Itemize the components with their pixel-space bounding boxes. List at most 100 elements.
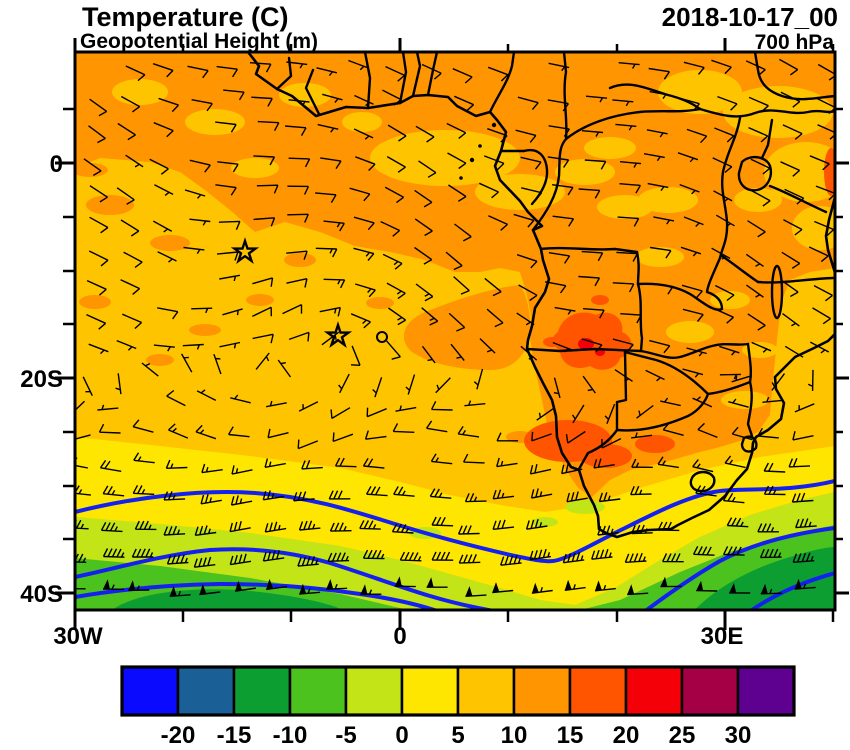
wind-barb — [682, 308, 704, 322]
wind-barb — [771, 373, 786, 391]
wind-barb — [75, 519, 89, 530]
wind-barb — [583, 308, 605, 319]
wind-barb — [88, 250, 109, 267]
wind-barb-flag — [128, 580, 136, 591]
wind-barb — [712, 157, 733, 174]
wind-barb-flag — [169, 586, 177, 597]
wind-barb — [429, 488, 452, 499]
wind-barb — [191, 99, 213, 112]
wind-barb — [200, 494, 222, 505]
wind-barb — [631, 432, 653, 439]
wind-barb — [163, 525, 186, 536]
wind-barb — [405, 374, 416, 395]
wind-barb — [348, 59, 369, 71]
wind-barb — [680, 246, 702, 257]
wind-barb — [591, 548, 613, 560]
wind-barb — [230, 394, 251, 404]
gold-fleck — [636, 247, 684, 267]
wind-barb — [660, 397, 681, 407]
wind-barb — [380, 220, 401, 237]
wind-barb — [297, 556, 319, 567]
wind-barb — [153, 344, 175, 352]
wind-barb — [350, 345, 361, 366]
wind-barb — [454, 223, 472, 242]
wind-barb — [581, 250, 604, 262]
geography-layer — [246, 52, 835, 539]
wind-barb — [614, 369, 633, 382]
wind-barb — [552, 184, 574, 196]
wind-barb — [544, 281, 567, 294]
wind-barb — [366, 407, 387, 418]
gold-fleck — [710, 291, 750, 309]
wind-barb — [288, 331, 310, 342]
wind-barb — [141, 362, 159, 377]
wind-barb — [513, 213, 535, 228]
wind-barb — [319, 306, 341, 317]
wind-barb — [462, 453, 485, 464]
wind-barb — [98, 423, 121, 434]
wind-barb — [253, 217, 276, 227]
wind-barb — [332, 432, 354, 443]
wind-barb — [131, 548, 154, 558]
station-markers — [230, 237, 388, 349]
wind-barb — [191, 307, 213, 314]
wind-barb — [464, 493, 487, 503]
wind-barb — [75, 434, 91, 440]
wind-barb — [780, 161, 801, 177]
wind-barb — [780, 91, 801, 108]
wind-barb — [808, 246, 829, 263]
wind-barb — [384, 186, 405, 204]
orange-fleck — [366, 297, 394, 309]
wind-barb — [213, 353, 222, 375]
wind-barb — [795, 518, 817, 529]
wind-barb — [657, 456, 679, 469]
wind-barb-flag — [794, 578, 802, 590]
colorbar-cell — [288, 665, 348, 717]
subtitle: Geopotential Height (m) — [80, 30, 318, 53]
map-frame — [55, 38, 849, 630]
wind-barb-flag — [326, 579, 334, 590]
wind-barb — [763, 462, 786, 473]
wind-barb — [89, 216, 109, 234]
wind-barb — [726, 517, 749, 528]
wind-barb — [120, 279, 141, 295]
wind-barb — [631, 458, 653, 468]
wind-barb — [794, 583, 816, 590]
gold-fleck — [342, 112, 382, 132]
wind-barb — [217, 161, 239, 173]
wind-barb — [133, 452, 155, 464]
wind-barb — [760, 588, 782, 595]
wind-barb — [448, 184, 467, 202]
wind-barb — [75, 485, 91, 496]
wind-barb — [779, 58, 799, 76]
orange-fleck — [79, 295, 111, 309]
colorbar-label--5: -5 — [335, 722, 356, 749]
wind-barb — [168, 423, 189, 439]
wind-barb — [286, 278, 308, 288]
wind-barb — [813, 284, 833, 302]
wind-barb — [158, 97, 180, 113]
gold-fleck — [555, 159, 615, 185]
wind-barb — [645, 369, 665, 382]
colorbar-cell — [400, 665, 460, 717]
wind-barb — [653, 216, 675, 225]
gold-fleck — [666, 321, 714, 343]
wind-barb — [163, 491, 186, 501]
wind-barb — [116, 339, 137, 351]
wind-barb — [452, 68, 473, 84]
gold-fleck — [185, 109, 245, 135]
wind-barb — [719, 345, 740, 356]
orange-fleck — [86, 195, 134, 215]
wind-barb — [362, 457, 385, 469]
wind-barb — [782, 313, 800, 327]
colorbar-label-10: 10 — [501, 722, 528, 749]
wind-barb — [116, 187, 135, 205]
wind-barb — [252, 277, 274, 287]
colorbar-cell — [512, 665, 572, 717]
wind-barb — [430, 400, 453, 411]
wind-barb — [781, 251, 801, 269]
wind-barb — [747, 220, 766, 238]
wind-barb — [315, 247, 338, 258]
wind-barb — [530, 488, 553, 499]
height-contour — [75, 547, 500, 610]
